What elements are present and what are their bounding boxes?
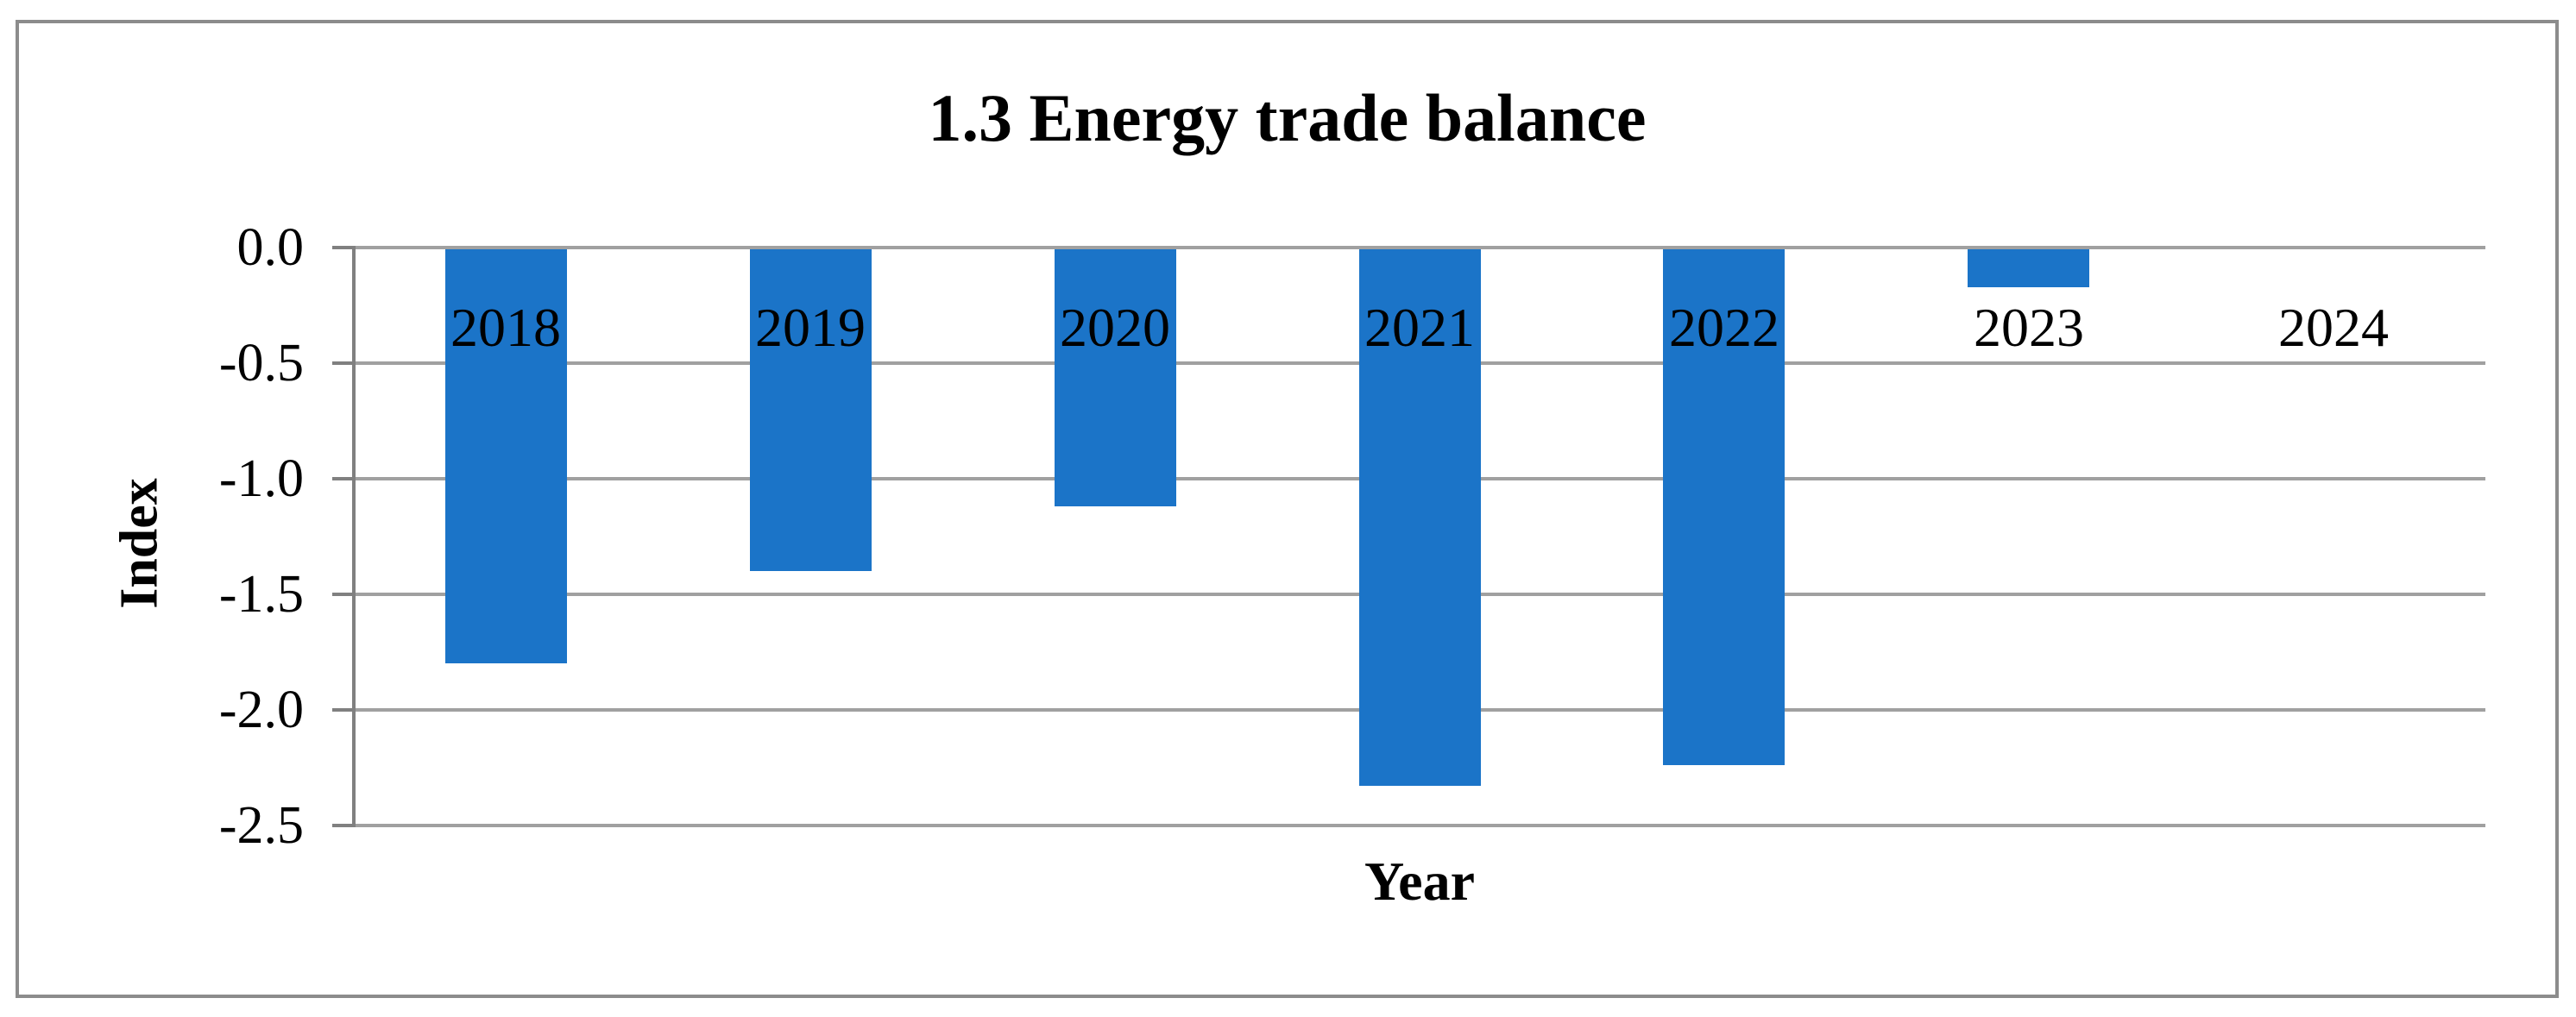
gridline [354,824,2485,827]
chart-title: 1.3 Energy trade balance [928,80,1647,155]
figure-border [16,20,2559,998]
category-label-2019: 2019 [755,297,866,358]
y-tick-label: -2.0 [218,681,304,739]
bar-2021 [1359,249,1481,786]
y-axis-tick [332,246,354,249]
y-tick-label: -1.0 [218,449,304,508]
y-axis-tick [332,708,354,712]
y-tick-label: -1.5 [218,565,304,624]
y-tick-label: 0.0 [236,218,305,277]
x-axis-title: Year [1364,851,1475,912]
bar-2023 [1968,249,2089,287]
y-axis-tick [332,824,354,827]
y-axis-tick [332,477,354,480]
category-label-2024: 2024 [2278,297,2389,358]
y-axis-tick [332,361,354,365]
category-label-2018: 2018 [450,297,561,358]
y-tick-label: -2.5 [218,796,304,855]
bar-2022 [1663,249,1785,765]
y-axis-line [352,246,356,827]
category-label-2021: 2021 [1364,297,1475,358]
y-axis-title: Index [110,478,169,609]
bar-2020 [1055,249,1176,506]
category-label-2020: 2020 [1060,297,1170,358]
category-label-2023: 2023 [1974,297,2084,358]
gridline [354,246,2485,249]
bar-2019 [750,249,872,571]
category-label-2022: 2022 [1669,297,1779,358]
y-tick-label: -0.5 [218,334,304,392]
y-axis-tick [332,593,354,596]
bar-2018 [445,249,567,663]
